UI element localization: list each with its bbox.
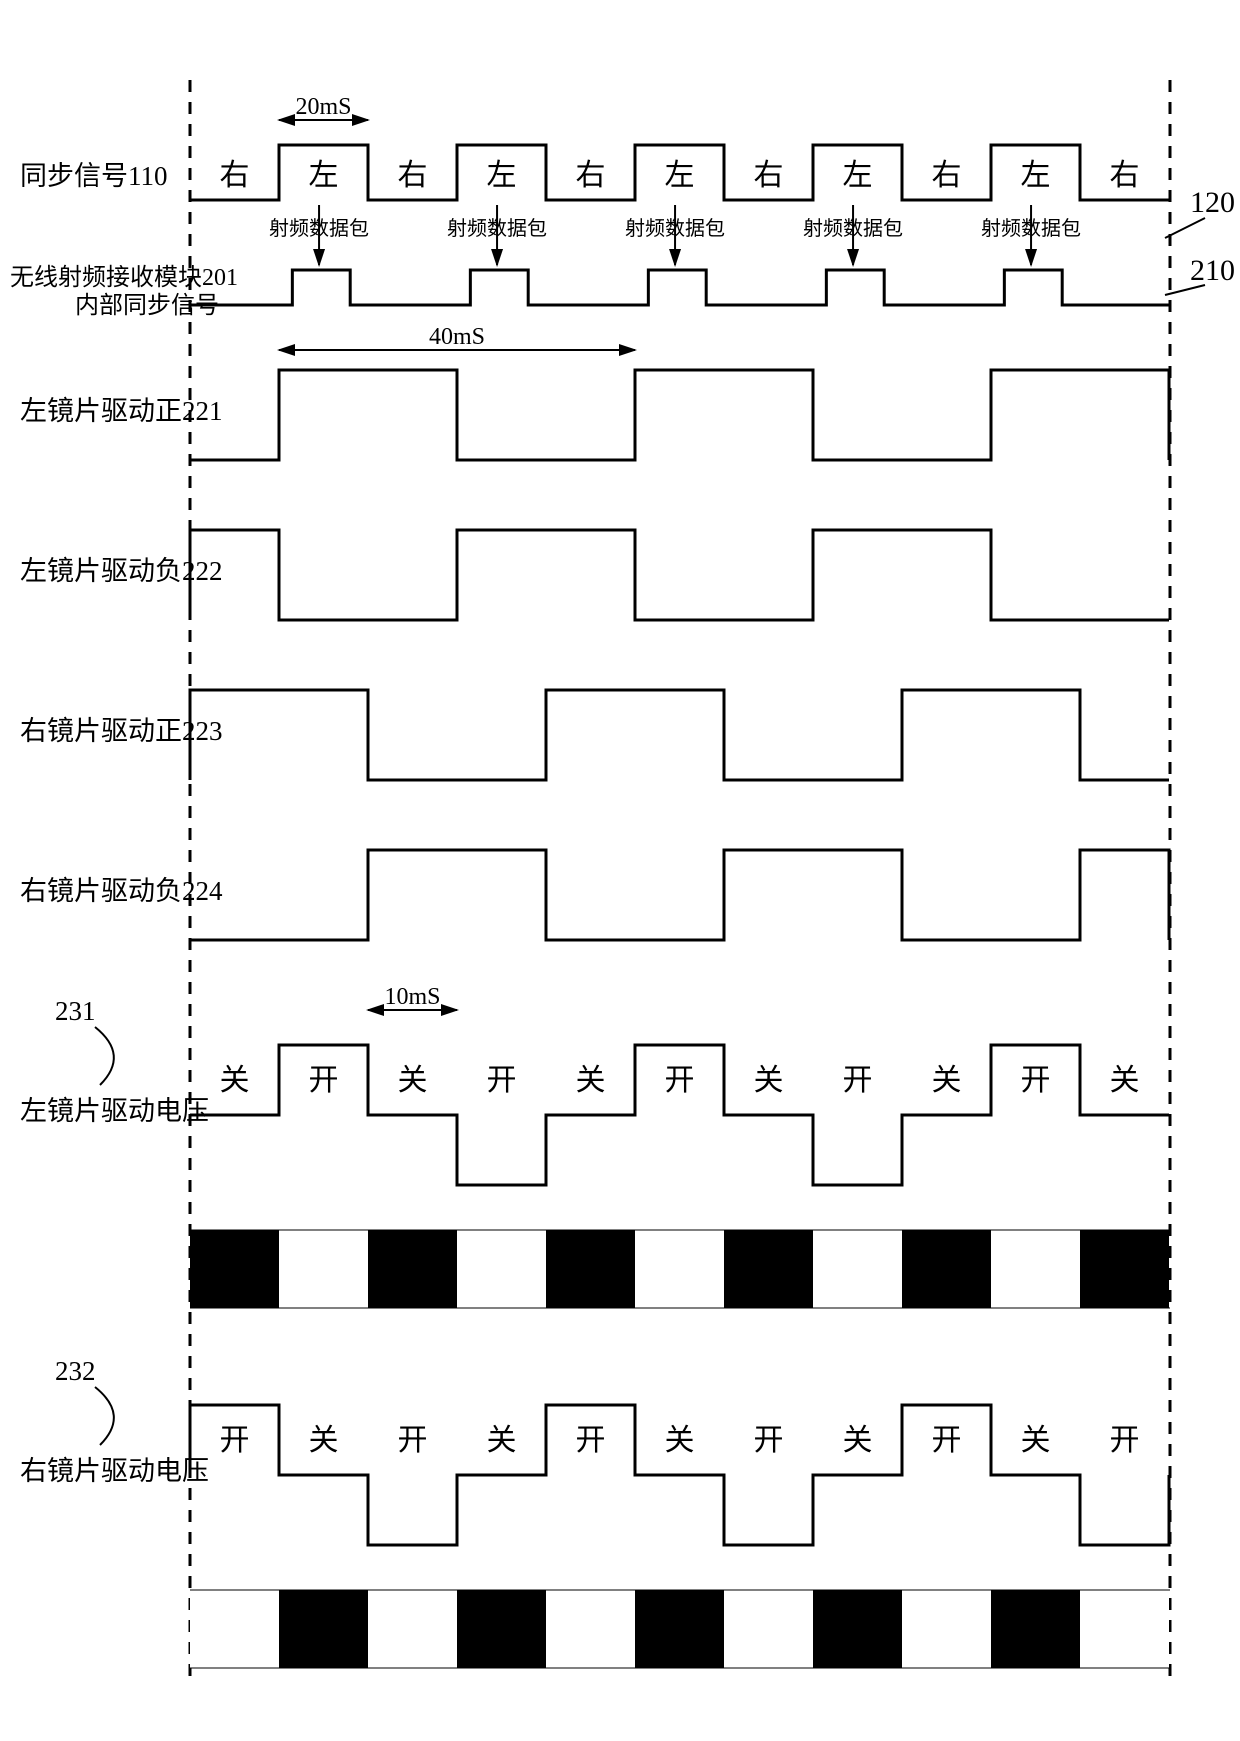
right-drive-232-bar [546, 1590, 635, 1668]
row2-label-a: 无线射频接收模块201 [10, 264, 238, 291]
time-40ms-label: 40mS [429, 324, 485, 350]
right-drive-232-bar [902, 1590, 991, 1668]
right-drive-232-cell: 关 [487, 1424, 517, 1457]
sync-cell-label: 左 [487, 159, 517, 192]
right-drive-232-num: 232 [55, 1356, 96, 1386]
left-drive-231-bar [902, 1230, 991, 1308]
sync-cell-label: 左 [309, 159, 339, 192]
rf-packet-label: 射频数据包 [269, 217, 369, 240]
left-drive-231-bar [279, 1230, 368, 1308]
internal-sync-wave [190, 270, 1169, 305]
left-drive-231-cell: 关 [220, 1064, 250, 1097]
left-drive-231-bar [635, 1230, 724, 1308]
sync-cell-label: 右 [576, 159, 606, 192]
left-drive-231-bar [190, 1230, 279, 1308]
left-drive-231-cell: 关 [576, 1064, 606, 1097]
left-drive-231-cell: 关 [754, 1064, 784, 1097]
left-drive-231-cell: 开 [665, 1064, 695, 1097]
left-neg-222 [190, 530, 1169, 620]
right-neg-224 [190, 850, 1169, 940]
right-drive-232-bar [368, 1590, 457, 1668]
left-pos-221-label: 左镜片驱动正221 [20, 396, 223, 426]
left-drive-231-cell: 关 [932, 1064, 962, 1097]
right-drive-232-cell: 开 [932, 1424, 962, 1457]
left-drive-231-cell: 开 [843, 1064, 873, 1097]
left-drive-231-cell: 开 [1021, 1064, 1051, 1097]
left-drive-231-bar [813, 1230, 902, 1308]
right-drive-232-cell: 开 [398, 1424, 428, 1457]
right-neg-224-label: 右镜片驱动负224 [20, 876, 223, 906]
row1-label: 同步信号110 [20, 161, 168, 191]
right-drive-232-bar [457, 1590, 546, 1668]
sync-cell-label: 左 [843, 159, 873, 192]
sync-cell-label: 右 [754, 159, 784, 192]
left-drive-231-leader [95, 1027, 114, 1085]
sync-cell-label: 右 [932, 159, 962, 192]
timing-diagram-page: 右 左 右 左 右 左 右 左 右 左 右 同步信号110 无线射频接收模块201内部同步信号 射频数据包… [0, 0, 1240, 1741]
right-drive-232-cell: 开 [220, 1424, 250, 1457]
right-drive-232-cell: 开 [1110, 1424, 1140, 1457]
right-drive-232-bar [279, 1590, 368, 1668]
right-drive-232-bar [991, 1590, 1080, 1668]
rf-packet-label: 射频数据包 [447, 217, 547, 240]
right-drive-232-bar [635, 1590, 724, 1668]
sync-cell-label: 右 [1110, 159, 1140, 192]
left-drive-231-cell: 开 [487, 1064, 517, 1097]
left-drive-231-bar [991, 1230, 1080, 1308]
left-drive-231-num: 231 [55, 996, 96, 1026]
callout-120: 120 [1190, 186, 1235, 219]
right-drive-232-cell: 开 [754, 1424, 784, 1457]
right-drive-232-cell: 关 [843, 1424, 873, 1457]
right-drive-232-bar [813, 1590, 902, 1668]
rf-packet-label: 射频数据包 [981, 217, 1081, 240]
left-drive-231-bar [368, 1230, 457, 1308]
right-drive-232-label: 右镜片驱动电压 [20, 1456, 209, 1486]
right-drive-232-bar [724, 1590, 813, 1668]
sync-cell-label: 右 [398, 159, 428, 192]
sync-cell-label: 左 [665, 159, 695, 192]
time-10ms-label: 10mS [384, 984, 440, 1010]
left-drive-231-cell: 关 [398, 1064, 428, 1097]
left-drive-231-cell: 关 [1110, 1064, 1140, 1097]
right-pos-223-label: 右镜片驱动正223 [20, 716, 223, 746]
left-drive-231-bar [457, 1230, 546, 1308]
left-neg-222-label: 左镜片驱动负222 [20, 556, 223, 586]
callout-210: 210 [1190, 254, 1235, 287]
right-drive-232-leader [95, 1387, 114, 1445]
right-pos-223 [190, 690, 1169, 780]
right-drive-232-cell: 关 [309, 1424, 339, 1457]
right-drive-232-cell: 关 [1021, 1424, 1051, 1457]
row2-label-b: 内部同步信号 [75, 292, 219, 319]
rf-packet-label: 射频数据包 [803, 217, 903, 240]
left-drive-231-label: 左镜片驱动电压 [20, 1096, 209, 1126]
right-drive-232-bar [190, 1590, 279, 1668]
left-drive-231-bar [724, 1230, 813, 1308]
timing-diagram-svg: 右 左 右 左 右 左 右 左 右 左 右 同步信号110 无线射频接收模块201内部同步信号 射频数据包… [0, 0, 1240, 1741]
right-drive-232-bar [1080, 1590, 1169, 1668]
right-drive-232-cell: 开 [576, 1424, 606, 1457]
rf-packet-label: 射频数据包 [625, 217, 725, 240]
left-drive-231-cell: 开 [309, 1064, 339, 1097]
left-pos-221 [190, 370, 1169, 460]
left-drive-231-bar [1080, 1230, 1169, 1308]
sync-cell-label: 右 [220, 159, 250, 192]
left-drive-231-bar [546, 1230, 635, 1308]
time-20ms-label: 20mS [295, 94, 351, 120]
sync-cell-label: 左 [1021, 159, 1051, 192]
right-drive-232-cell: 关 [665, 1424, 695, 1457]
